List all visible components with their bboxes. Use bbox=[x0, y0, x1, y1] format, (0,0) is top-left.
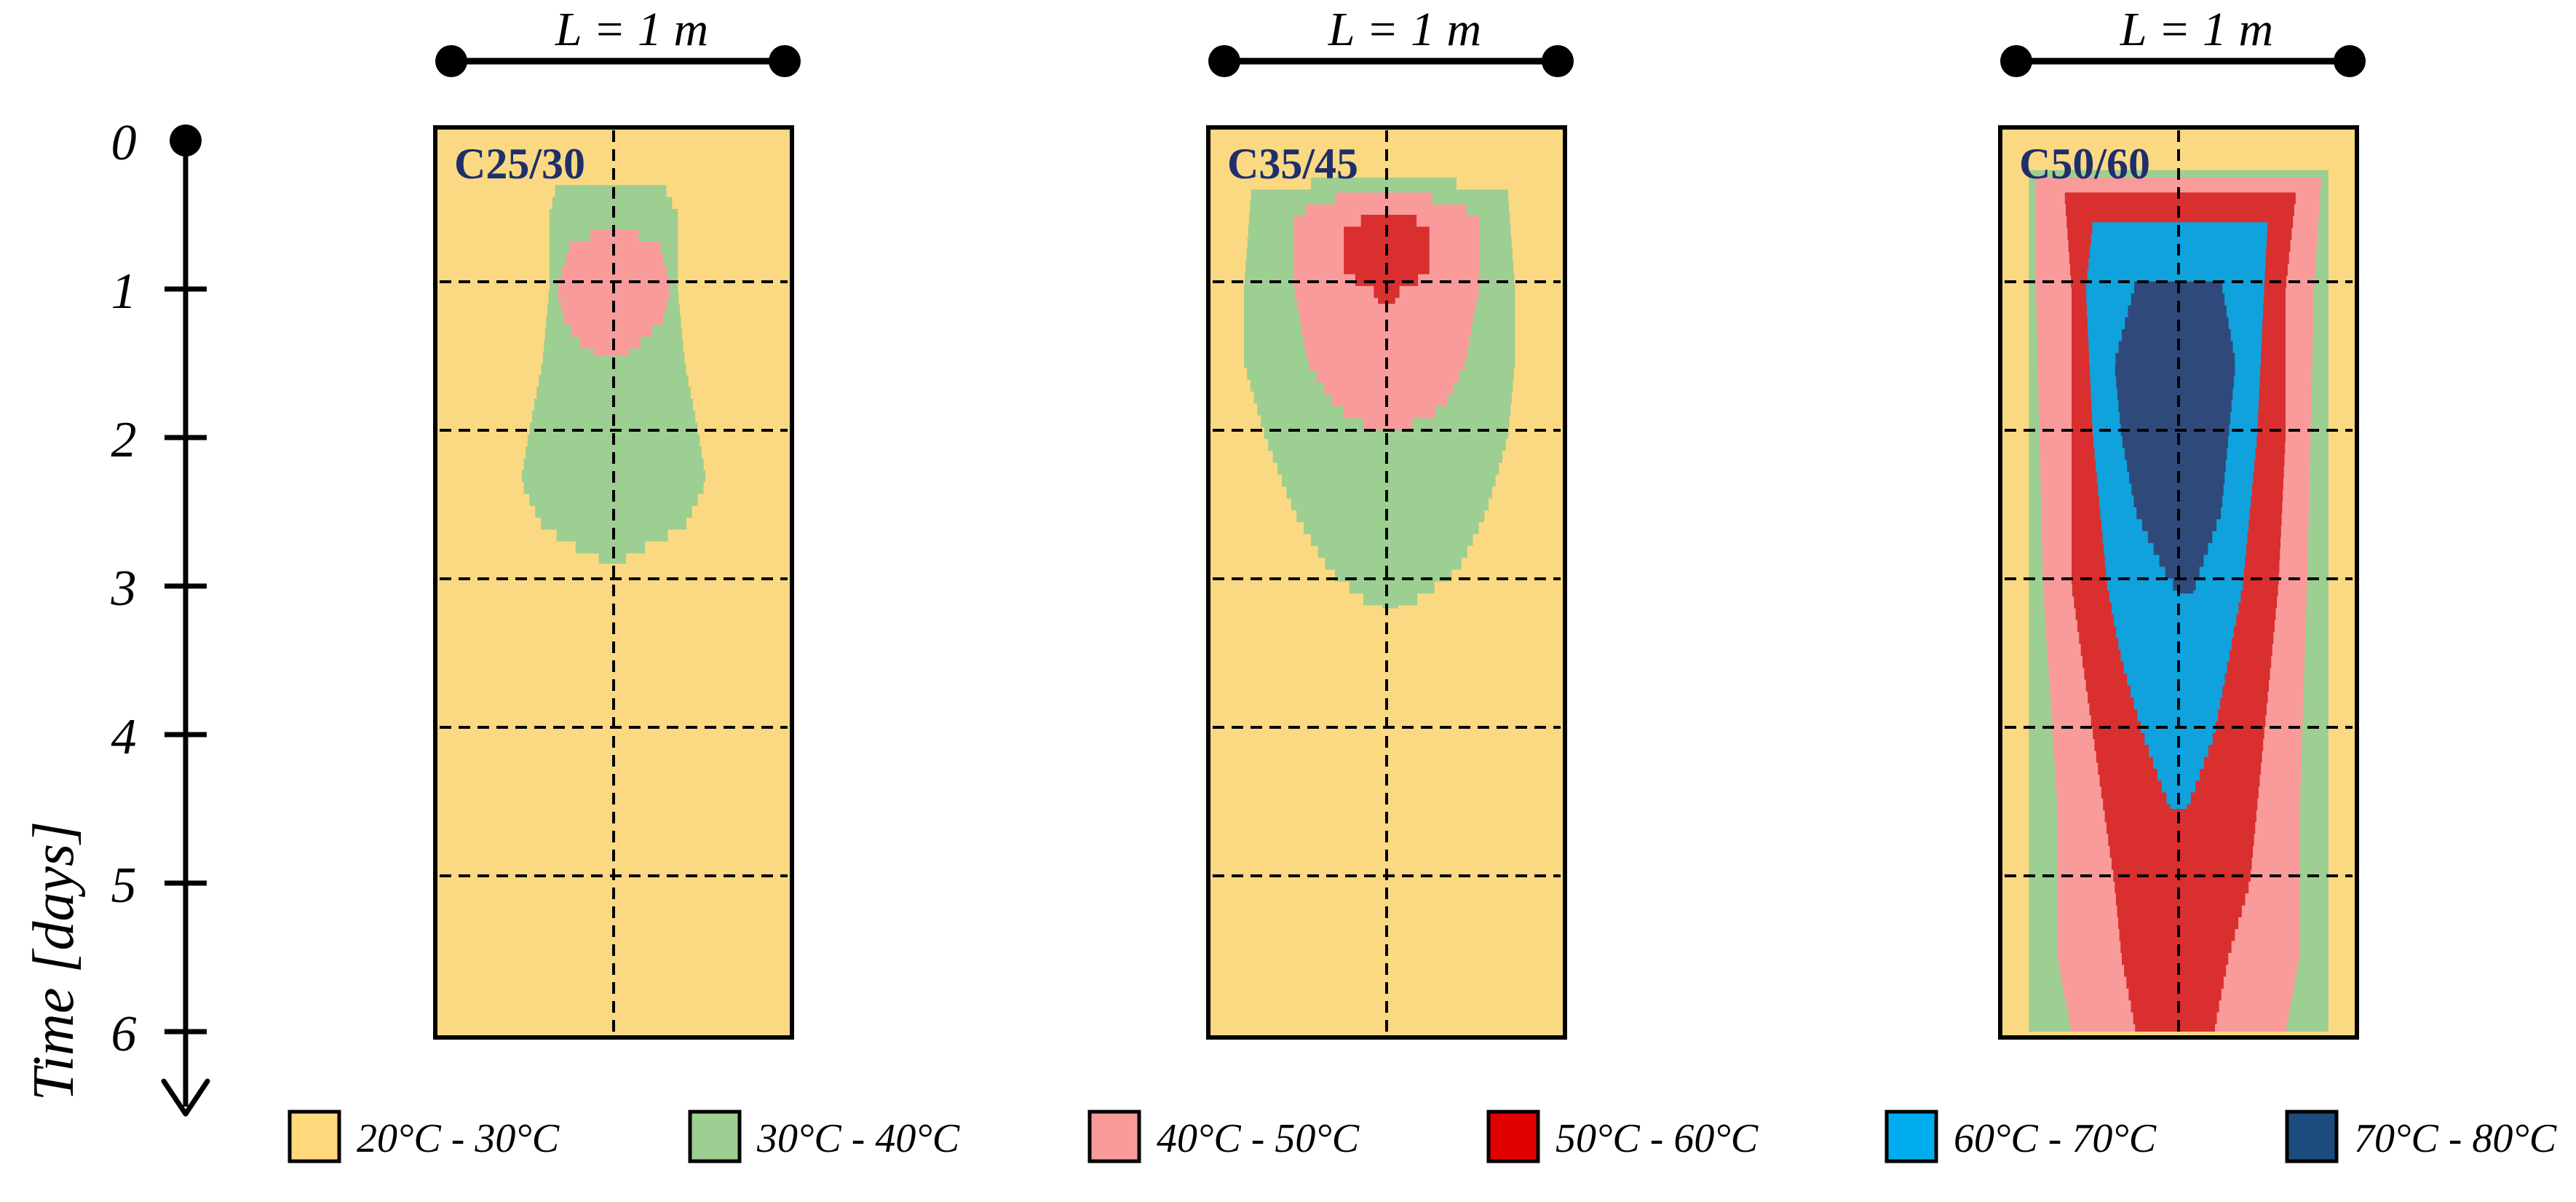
temperature-panel: L = 1 m C25/30 bbox=[433, 3, 801, 1040]
panel-label: C25/30 bbox=[454, 140, 585, 188]
scale-bar-end-dot bbox=[435, 45, 467, 77]
legend-item: 20°C - 30°C bbox=[288, 1110, 560, 1163]
legend-swatch bbox=[688, 1110, 742, 1163]
time-tick-label: 2 bbox=[111, 412, 137, 468]
time-axis: 0 1 2 3 4 5 6 Time [days] bbox=[22, 115, 210, 1117]
scale-bar-label: L = 1 m bbox=[2120, 3, 2273, 56]
legend-item: 30°C - 40°C bbox=[688, 1110, 960, 1163]
scale-bar-label: L = 1 m bbox=[1328, 3, 1481, 56]
legend-swatch bbox=[1885, 1110, 1938, 1163]
legend-item: 40°C - 50°C bbox=[1087, 1110, 1360, 1163]
legend-label: 50°C - 60°C bbox=[1555, 1116, 1759, 1161]
temperature-panel: L = 1 m C50/60 bbox=[1998, 3, 2366, 1040]
time-tick-label: 6 bbox=[111, 1006, 137, 1062]
scale-bar-end-dot bbox=[2334, 45, 2366, 77]
legend-label: 70°C - 80°C bbox=[2354, 1116, 2557, 1161]
temperature-panel: L = 1 m C35/45 bbox=[1206, 3, 1574, 1040]
legend-swatch bbox=[1087, 1110, 1141, 1163]
legend-item: 70°C - 80°C bbox=[2285, 1110, 2557, 1163]
legend-label: 30°C - 40°C bbox=[756, 1116, 960, 1161]
panel-border bbox=[1998, 125, 2359, 1040]
time-tick-label: 0 bbox=[111, 115, 137, 171]
time-tick-label: 4 bbox=[111, 709, 137, 765]
legend-swatch bbox=[288, 1110, 341, 1163]
time-axis-label: Time [days] bbox=[22, 821, 86, 1102]
grid-lines bbox=[2005, 130, 2353, 1035]
scale-bar-end-dot bbox=[1208, 45, 1240, 77]
grid-lines bbox=[440, 130, 788, 1035]
legend-label: 40°C - 50°C bbox=[1157, 1116, 1360, 1161]
legend: 20°C - 30°C 30°C - 40°C 40°C - 50°C 50°C - … bbox=[288, 1110, 2557, 1163]
time-axis-arrow-icon bbox=[161, 1078, 210, 1117]
legend-label: 60°C - 70°C bbox=[1954, 1116, 2157, 1161]
panel-border bbox=[433, 125, 794, 1040]
panel-label: C50/60 bbox=[2019, 140, 2150, 188]
scale-bar-label: L = 1 m bbox=[555, 3, 708, 56]
legend-swatch bbox=[2285, 1110, 2339, 1163]
legend-item: 50°C - 60°C bbox=[1486, 1110, 1759, 1163]
legend-swatch bbox=[1486, 1110, 1540, 1163]
scale-bar: L = 1 m bbox=[435, 3, 801, 77]
panel-border bbox=[1206, 125, 1567, 1040]
time-tick-label: 5 bbox=[111, 858, 137, 914]
temperature-zone bbox=[2115, 281, 2235, 594]
scale-bar-end-dot bbox=[1542, 45, 1574, 77]
scale-bar-end-dot bbox=[2000, 45, 2032, 77]
grid-lines bbox=[1213, 130, 1561, 1035]
time-tick-label: 3 bbox=[111, 561, 137, 617]
time-tick-label: 1 bbox=[111, 264, 137, 320]
scale-bar: L = 1 m bbox=[1208, 3, 1574, 77]
legend-item: 60°C - 70°C bbox=[1885, 1110, 2157, 1163]
legend-label: 20°C - 30°C bbox=[357, 1116, 560, 1161]
scale-bar-end-dot bbox=[769, 45, 801, 77]
panel-label: C35/45 bbox=[1227, 140, 1358, 188]
scale-bar: L = 1 m bbox=[2000, 3, 2366, 77]
